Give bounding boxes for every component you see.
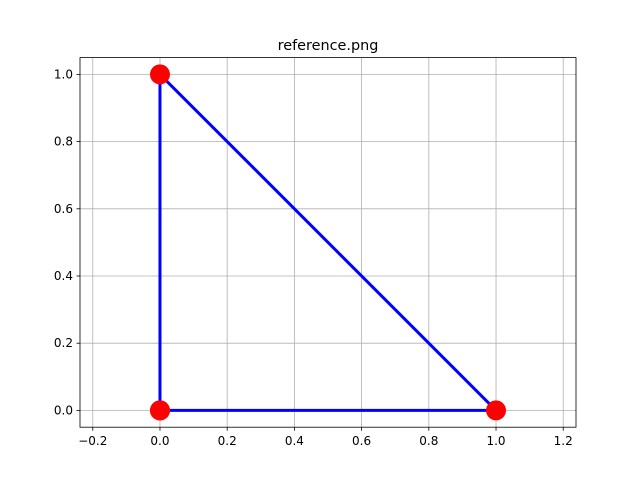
y-tick-label: 0.6 (54, 202, 73, 216)
x-tick-label: 0.2 (218, 434, 237, 448)
y-tick-label: 0.0 (54, 403, 73, 417)
y-tick-label: 0.2 (54, 336, 73, 350)
marker (486, 400, 507, 421)
x-tick-label: −0.2 (78, 434, 107, 448)
marker (149, 400, 170, 421)
x-tick-label: 1.0 (486, 434, 505, 448)
line (158, 72, 498, 412)
y-tick-label: 1.0 (54, 67, 73, 81)
y-tick-label: 0.8 (54, 135, 73, 149)
chart-title: reference.png (278, 38, 379, 54)
y-tick-label: 0.4 (54, 269, 73, 283)
marker (149, 64, 170, 85)
x-tick-label: 0.4 (285, 434, 304, 448)
plot-frame (79, 57, 577, 428)
x-tick-label: 1.2 (554, 434, 573, 448)
x-tick-label: 0.6 (352, 434, 371, 448)
x-tick-label: 0.8 (419, 434, 438, 448)
x-tick-label: 0.0 (150, 434, 169, 448)
